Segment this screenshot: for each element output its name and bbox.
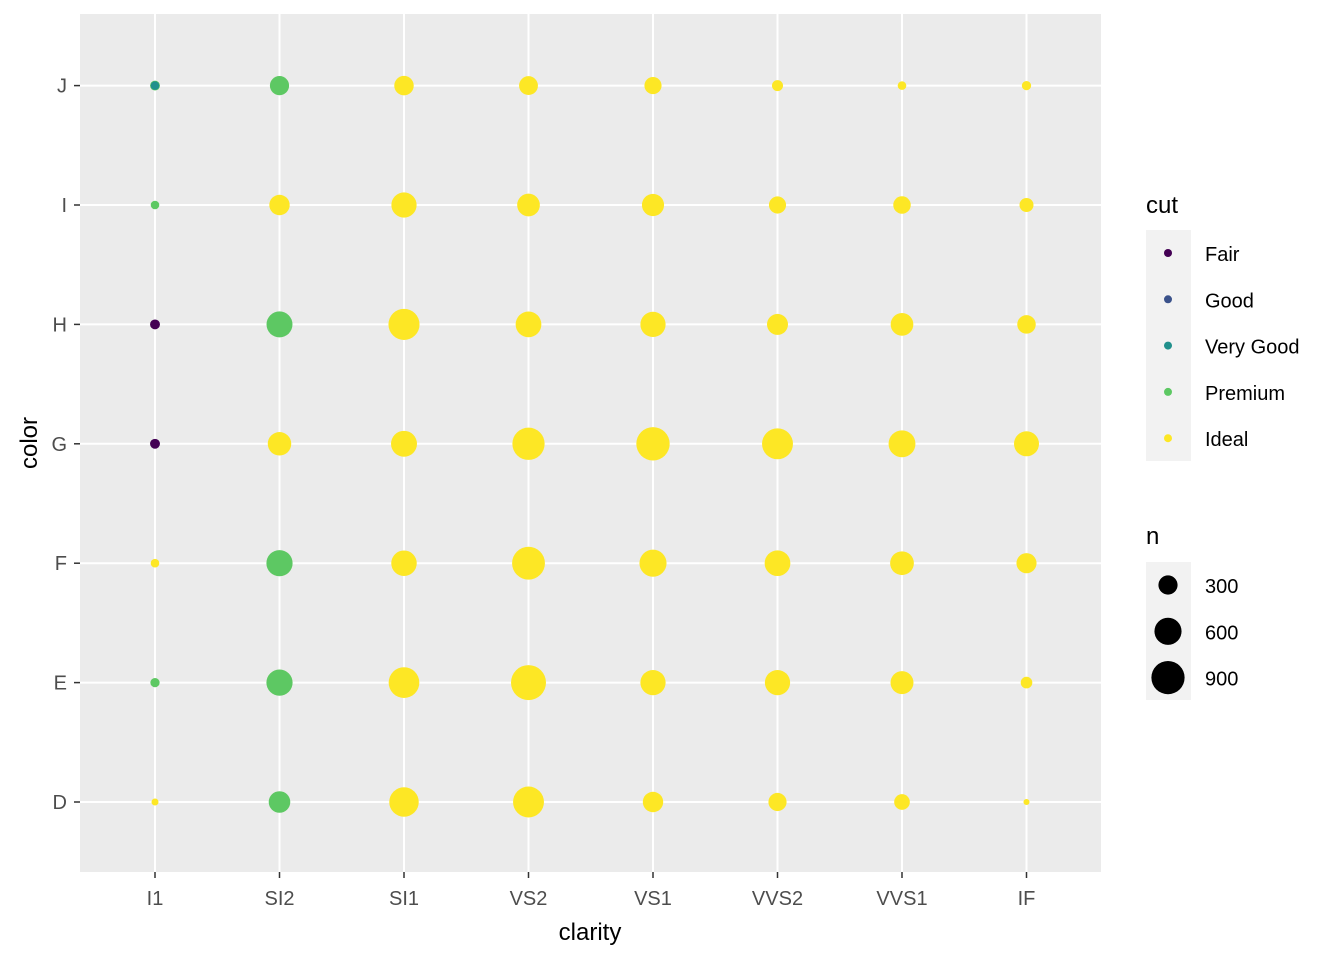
- legend-n-title: n: [1146, 523, 1159, 550]
- point-ideal: [767, 313, 788, 335]
- point-ideal: [513, 786, 544, 818]
- point-ideal: [267, 432, 292, 456]
- point-ideal: [771, 80, 784, 92]
- x-axis-ticks: I1 SI2 SI1 VS2 VS1 VVS2 VVS1 IF: [147, 872, 1036, 910]
- legend-cut-title: cut: [1146, 192, 1178, 219]
- x-axis-title: clarity: [559, 919, 622, 946]
- y-tick-label: H: [53, 314, 67, 336]
- point-ideal: [764, 669, 791, 696]
- legend-cut: Fair Good Very Good Premium Ideal: [1164, 244, 1300, 451]
- point-ideal: [888, 430, 916, 458]
- point-ideal: [1019, 198, 1034, 212]
- legend-size-key: [1151, 661, 1185, 695]
- point-ideal: [768, 196, 787, 214]
- point-very-good: [150, 81, 160, 90]
- point-premium: [150, 200, 160, 210]
- point-premium: [266, 311, 293, 338]
- point-ideal: [893, 196, 911, 214]
- legend-size-key: [1154, 617, 1182, 645]
- point-ideal: [894, 794, 910, 810]
- point-ideal: [890, 313, 914, 336]
- legend-size-label: 900: [1205, 669, 1238, 691]
- x-tick-label: VS1: [634, 888, 672, 910]
- point-premium: [269, 76, 290, 96]
- point-ideal: [1016, 553, 1037, 574]
- x-tick-label: SI1: [389, 888, 419, 910]
- point-ideal: [644, 77, 662, 95]
- y-tick-label: G: [51, 434, 67, 456]
- x-tick-label: VVS1: [876, 888, 927, 910]
- x-tick-label: IF: [1018, 888, 1036, 910]
- point-ideal: [636, 427, 670, 461]
- legend-label: Very Good: [1205, 337, 1300, 359]
- legend-key-fair: [1164, 249, 1172, 257]
- legend-key-premium: [1164, 387, 1172, 396]
- point-ideal: [388, 308, 420, 340]
- point-ideal: [512, 546, 545, 580]
- point-ideal: [391, 192, 417, 218]
- legend-size-key: [1158, 575, 1178, 595]
- point-ideal: [768, 792, 787, 812]
- point-ideal: [1017, 315, 1036, 334]
- point-fair: [150, 438, 160, 449]
- legend-size-label: 600: [1205, 622, 1238, 644]
- point-premium: [266, 550, 293, 577]
- point-ideal: [389, 787, 419, 817]
- y-axis-title: color: [16, 417, 43, 469]
- point-premium: [150, 677, 160, 688]
- point-ideal: [897, 81, 907, 90]
- legend-label: Ideal: [1205, 429, 1248, 451]
- point-ideal: [762, 428, 793, 460]
- legend-key-very-good: [1164, 341, 1172, 350]
- legend-size-label: 300: [1205, 576, 1238, 598]
- point-premium: [268, 791, 291, 813]
- point-ideal: [394, 75, 414, 96]
- y-axis-ticks: D E F G H I J: [51, 76, 80, 814]
- legend-label: Premium: [1205, 383, 1285, 405]
- data-points: [150, 75, 1039, 818]
- gridlines: [80, 14, 1101, 872]
- point-ideal: [388, 667, 420, 698]
- legend-key-good: [1164, 295, 1172, 304]
- point-ideal: [391, 430, 417, 457]
- y-tick-label: E: [54, 673, 67, 695]
- y-tick-label: D: [53, 792, 67, 814]
- point-ideal: [150, 558, 160, 568]
- point-ideal: [890, 551, 914, 576]
- x-tick-label: I1: [147, 888, 164, 910]
- y-tick-label: J: [57, 76, 67, 98]
- x-tick-label: VVS2: [752, 888, 803, 910]
- point-ideal: [1021, 80, 1032, 91]
- point-ideal: [515, 311, 542, 338]
- legend-label: Fair: [1205, 244, 1240, 266]
- point-premium: [266, 669, 293, 696]
- point-ideal: [517, 193, 540, 217]
- y-tick-label: F: [55, 553, 67, 575]
- point-ideal: [512, 427, 545, 460]
- x-tick-label: VS2: [510, 888, 548, 910]
- point-ideal: [764, 550, 791, 577]
- point-ideal: [640, 311, 666, 338]
- point-ideal: [151, 798, 159, 806]
- point-ideal: [640, 669, 666, 696]
- x-tick-label: SI2: [264, 888, 294, 910]
- point-ideal: [642, 791, 664, 813]
- point-ideal: [1023, 798, 1030, 806]
- legend-label: Good: [1205, 290, 1254, 312]
- point-ideal: [639, 549, 667, 577]
- point-ideal: [890, 671, 914, 695]
- point-ideal: [1020, 676, 1033, 689]
- legend-n: 300 600 900: [1151, 575, 1238, 695]
- point-ideal: [511, 665, 546, 701]
- point-ideal: [641, 193, 665, 217]
- point-ideal: [519, 76, 538, 96]
- point-ideal: [269, 194, 290, 216]
- y-tick-label: I: [61, 195, 67, 217]
- point-ideal: [391, 550, 417, 576]
- point-fair: [150, 319, 160, 330]
- point-ideal: [1014, 431, 1039, 457]
- legend-key-ideal: [1164, 434, 1172, 443]
